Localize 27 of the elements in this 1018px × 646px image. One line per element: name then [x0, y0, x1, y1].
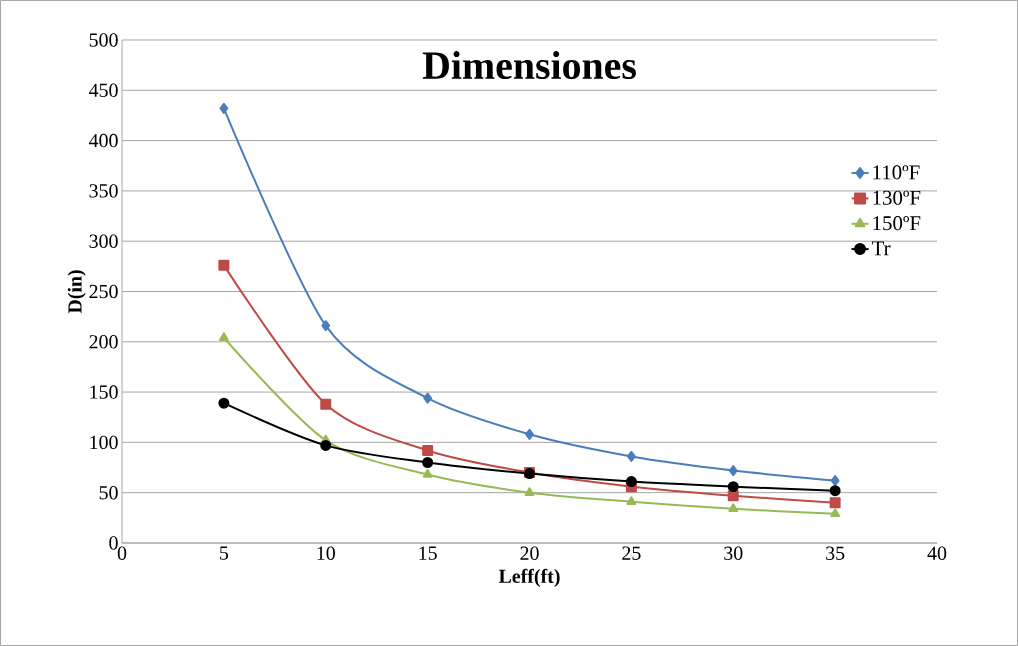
x-tick-label: 5 — [220, 546, 229, 560]
x-tick-label: 20 — [520, 546, 539, 560]
chart-title: Dimensiones — [422, 51, 636, 80]
legend-label: 150ºF — [873, 216, 921, 231]
x-tick-label: 40 — [927, 546, 947, 560]
x-tick-label: 10 — [317, 546, 335, 560]
y-tick-label: 0 — [109, 536, 118, 550]
y-tick-label: 200 — [89, 335, 118, 349]
y-tick-label: 450 — [88, 83, 118, 97]
y-tick-label: 250 — [89, 284, 118, 299]
x-tick-label: 25 — [622, 546, 641, 560]
y-tick-label: 300 — [89, 234, 118, 248]
x-axis-title: Leff(ft) — [498, 568, 560, 588]
y-tick-label: 500 — [89, 33, 118, 47]
y-tick-label: 350 — [89, 184, 118, 198]
x-tick-label: 30 — [724, 546, 743, 560]
x-tick-label: 0 — [117, 546, 127, 560]
legend-label: 110ºF — [873, 165, 920, 180]
x-tick-label: 15 — [419, 546, 437, 560]
y-tick-label: 150 — [90, 385, 118, 399]
y-tick-label: 400 — [88, 133, 118, 148]
legend-label: 130ºF — [873, 190, 921, 205]
y-tick-label: 50 — [99, 485, 118, 500]
legend-label: Tr — [871, 241, 891, 256]
y-tick-label: 100 — [90, 435, 118, 450]
x-tick-label: 35 — [826, 546, 845, 560]
y-axis-title: D(in) — [67, 270, 86, 314]
